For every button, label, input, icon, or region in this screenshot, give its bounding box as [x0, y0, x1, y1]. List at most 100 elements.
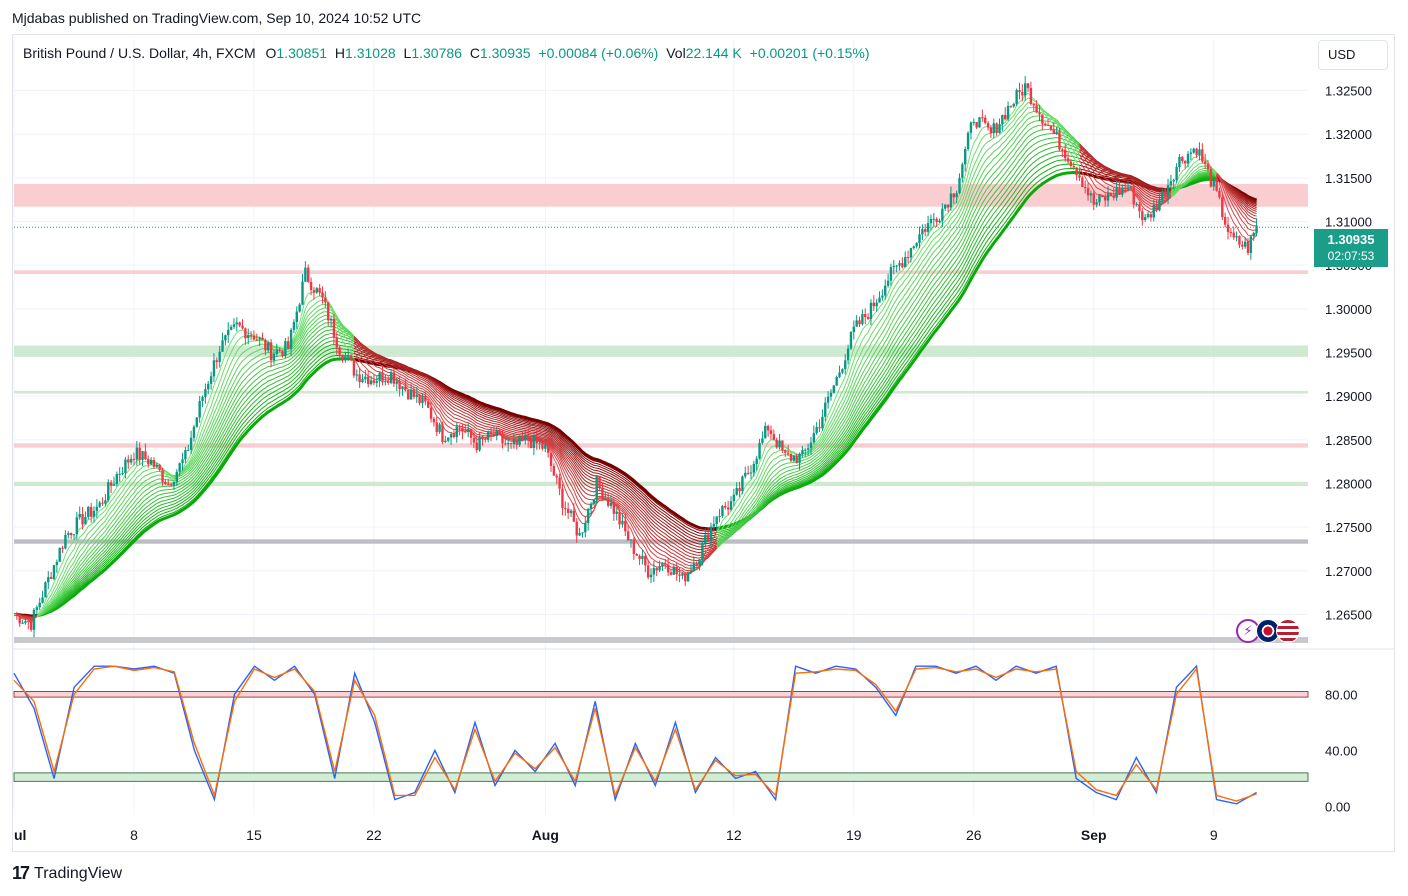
candle-body: [1155, 204, 1158, 211]
candle-body: [198, 401, 201, 418]
ribbon-line: [716, 102, 1080, 544]
candle-body: [1126, 187, 1130, 190]
ribbon-line: [353, 335, 718, 562]
currency-button[interactable]: USD: [1318, 40, 1388, 70]
candle-body: [1229, 232, 1233, 234]
candle-body: [1123, 187, 1127, 190]
candle-body: [172, 481, 176, 486]
candle-body: [566, 508, 570, 514]
candle-body: [84, 517, 87, 525]
ribbon-line: [1079, 143, 1172, 195]
candle-body: [606, 498, 610, 506]
candle-body: [272, 353, 276, 361]
candle-body: [655, 568, 658, 571]
candle-body: [81, 513, 84, 525]
candle-body: [138, 447, 141, 460]
volume-value: 22.144 K: [685, 45, 742, 61]
candle-body: [287, 341, 290, 349]
candles: [15, 76, 1258, 638]
time-tick-label: ul: [14, 827, 26, 843]
candle-body: [335, 337, 338, 348]
candle-body: [515, 440, 518, 445]
candle-body: [1032, 104, 1035, 106]
candle-body: [666, 564, 670, 573]
price-tick-label: 1.32000: [1325, 127, 1372, 142]
candle-body: [446, 437, 450, 441]
candle-body: [875, 302, 878, 307]
candle-body: [672, 566, 676, 575]
time-tick-label: 15: [246, 827, 262, 843]
candle-body: [455, 426, 458, 438]
candle-body: [1163, 191, 1167, 197]
candle-body: [889, 267, 893, 281]
candle-body: [1098, 195, 1101, 203]
ribbon-line: [36, 347, 355, 617]
candle-body: [89, 506, 93, 517]
candle-body: [872, 302, 876, 307]
candle-body: [1175, 167, 1178, 180]
ribbon-line: [1079, 143, 1172, 199]
time-tick-label: 22: [366, 827, 382, 843]
candle-body: [232, 324, 236, 327]
candle-body: [1183, 161, 1187, 164]
candle-body: [324, 297, 327, 303]
candle-body: [881, 295, 884, 298]
candle-body: [175, 471, 179, 482]
candle-body: [244, 328, 247, 339]
candle-body: [506, 443, 510, 445]
candle-body: [438, 424, 441, 432]
candle-body: [238, 322, 241, 326]
candle-body: [978, 117, 981, 128]
candle-body: [132, 458, 136, 460]
price-tick-label: 1.28500: [1325, 433, 1372, 448]
candle-body: [184, 450, 187, 460]
ribbon-line: [716, 119, 1080, 549]
candle-body: [918, 234, 921, 244]
candle-body: [938, 220, 941, 223]
candle-body: [1203, 161, 1207, 164]
candle-body: [575, 521, 578, 536]
candle-body: [67, 533, 70, 535]
candle-body: [926, 223, 930, 232]
price-tick-label: 1.29500: [1325, 346, 1372, 361]
chart-frame: [12, 34, 1395, 852]
ribbon-line: [353, 337, 717, 554]
candle-body: [909, 247, 913, 258]
ribbon-line: [716, 150, 1080, 540]
candle-body: [215, 360, 219, 362]
candle-body: [452, 434, 456, 438]
us-flag-icon[interactable]: [1276, 619, 1300, 643]
candle-body: [806, 448, 810, 450]
candle-body: [786, 452, 790, 455]
candle-body: [784, 450, 787, 453]
candle-body: [801, 450, 804, 454]
candle-body: [181, 459, 184, 464]
candle-body: [504, 443, 507, 445]
candle-body: [981, 117, 984, 119]
candle-body: [841, 369, 844, 373]
candle-body: [329, 318, 333, 321]
candle-body: [1212, 179, 1215, 187]
candle-body: [267, 342, 270, 351]
candle-body: [984, 117, 987, 123]
time-tick-label: 26: [966, 827, 982, 843]
candle-body: [458, 426, 461, 428]
candle-body: [69, 533, 73, 536]
candle-body: [1018, 90, 1021, 92]
candle-body: [341, 354, 344, 361]
candle-body: [121, 472, 124, 474]
stochastic-grid: [13, 691, 1309, 782]
candle-body: [584, 523, 587, 533]
candle-body: [812, 433, 816, 443]
ribbon-line: [36, 336, 355, 617]
candle-body: [958, 178, 961, 194]
candle-body: [1044, 123, 1047, 125]
candle-body: [404, 386, 407, 391]
candle-body: [247, 334, 250, 339]
candle-body: [1218, 190, 1221, 198]
candle-body: [104, 500, 107, 504]
candle-body: [1063, 149, 1067, 159]
candle-body: [935, 218, 938, 223]
candle-body: [395, 381, 398, 384]
